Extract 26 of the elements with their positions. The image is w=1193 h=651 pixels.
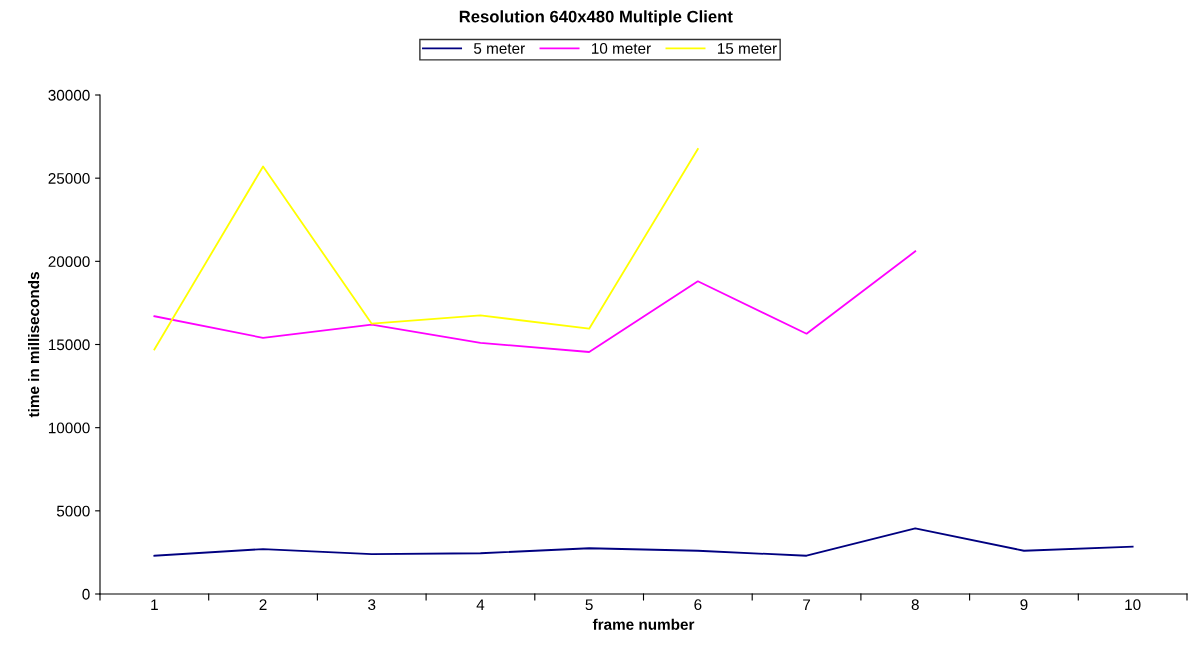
x-tick-label: 8 bbox=[911, 599, 919, 611]
y-tick-label: 20000 bbox=[48, 256, 90, 268]
x-tick-label: 1 bbox=[151, 599, 158, 610]
x-tick-label: 7 bbox=[803, 599, 811, 610]
y-tick-label: 25000 bbox=[48, 173, 90, 184]
y-tick-label: 30000 bbox=[48, 89, 90, 101]
legend-label: 5 meter bbox=[473, 43, 525, 54]
line-series bbox=[153, 250, 917, 353]
line-series bbox=[153, 527, 1134, 557]
x-tick-label: 6 bbox=[694, 599, 702, 611]
legend-label: 10 meter bbox=[592, 43, 651, 54]
x-tick-label: 4 bbox=[476, 599, 485, 610]
x-tick-label: 2 bbox=[259, 599, 267, 610]
y-tick-label: 15000 bbox=[48, 339, 90, 351]
y-tick-label: 5000 bbox=[56, 505, 90, 517]
y-axis-title: time in milliseconds bbox=[28, 272, 40, 418]
y-tick-label: 10000 bbox=[48, 422, 90, 434]
x-tick-label: 5 bbox=[585, 599, 593, 611]
line-series bbox=[153, 148, 699, 351]
x-axis-title: frame number bbox=[592, 618, 695, 630]
legend-label: 15 meter bbox=[717, 43, 777, 54]
x-tick-label: 10 bbox=[1125, 599, 1141, 611]
chart-title: Resolution 640x480 Multiple Client bbox=[459, 10, 733, 26]
y-tick-label: 0 bbox=[82, 588, 90, 600]
x-tick-label: 3 bbox=[368, 599, 376, 611]
x-tick-label: 9 bbox=[1020, 599, 1028, 611]
